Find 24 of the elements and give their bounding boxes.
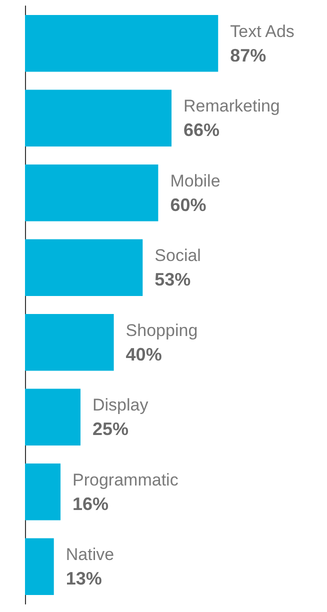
bar bbox=[25, 463, 61, 520]
bar bbox=[25, 314, 114, 371]
y-tick-label: Remarketing bbox=[184, 96, 280, 116]
data-label: 66% bbox=[184, 120, 220, 140]
data-label: 87% bbox=[230, 45, 266, 66]
y-tick-label: Social bbox=[154, 246, 201, 266]
data-label: 40% bbox=[126, 344, 162, 364]
y-tick-label: Native bbox=[66, 545, 114, 564]
bar bbox=[25, 164, 158, 222]
data-label: 13% bbox=[66, 568, 102, 589]
y-tick-label: Display bbox=[92, 396, 149, 415]
bar bbox=[25, 14, 218, 72]
y-tick-label: Programmatic bbox=[72, 470, 179, 490]
data-label: 25% bbox=[92, 419, 129, 440]
y-tick-label: Text Ads bbox=[230, 22, 294, 41]
bar bbox=[25, 538, 54, 596]
bar bbox=[25, 90, 172, 147]
y-tick-label: Shopping bbox=[126, 320, 198, 340]
data-label: 53% bbox=[154, 270, 191, 290]
bar bbox=[25, 388, 80, 446]
y-tick-label: Mobile bbox=[170, 171, 220, 190]
data-label: 60% bbox=[170, 194, 206, 215]
bar bbox=[25, 239, 143, 296]
data-label: 16% bbox=[72, 494, 109, 514]
